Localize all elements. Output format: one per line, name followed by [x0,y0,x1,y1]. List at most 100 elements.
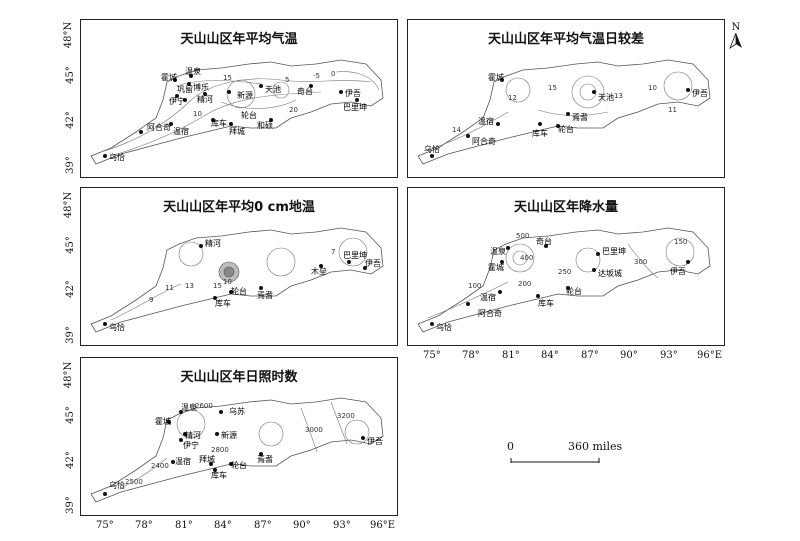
lon-label: 78° [462,350,480,361]
map-panel-mean-temperature: 天山山区年平均气温 霍城 温泉 博乐 伊宁 精河 新源 天池 伊吾 巴里坤 阿合 [80,19,398,178]
lat-label: 45° [64,66,76,84]
region-map: 温泉 霍城 奇台 巴里坤 达坂城 伊吾 轮台 温宿 库车 阿合奇 乌恰 100 … [417,227,711,333]
panel-title: 天山山区年平均气温日较差 [487,32,644,47]
contour-value: 11 [668,106,677,114]
station-label: 伊宁 [169,96,185,106]
station-label: 巴里坤 [343,102,367,112]
station-label: 伊吾 [692,88,708,98]
contour-value: 2400 [151,462,169,470]
station-label: 乌恰 [109,152,125,162]
station-label: 巴里坤 [602,246,626,256]
contour-value: 15 [213,282,222,290]
contour-value: 2600 [195,402,213,410]
panel-title: 天山山区年平均气温 [180,32,298,47]
station-label: 温宿 [175,456,191,466]
lon-axis: 75° 78° 81° 84° 87° 90° 93° 96°E [80,520,398,534]
station-label: 奇台 [536,236,552,246]
lon-label: 84° [541,350,559,361]
north-arrow: N [726,22,746,49]
station-label: 精河 [197,94,213,104]
contour-value: 12 [508,94,517,102]
station-label: 巴里坤 [343,250,367,260]
station-label: 乌恰 [109,322,125,332]
region-outline [90,227,384,333]
region-outline [90,397,384,503]
north-label: N [731,22,741,33]
map-panel-ground-temperature: 天山山区年平均0 cm地温 精河 巴里坤 伊吾 木垒 轮台 焉耆 库车 乌恰 9… [80,187,398,346]
contour-value: -5 [313,72,320,80]
contour-value: 3200 [337,412,355,420]
region-map: 霍城 温泉 博乐 伊宁 精河 新源 天池 伊吾 巴里坤 阿合奇 温宿 库车 拜城… [90,59,384,165]
scale-line [510,458,600,463]
lon-label: 90° [293,520,311,531]
contour-value: 3000 [305,426,323,434]
station-label: 温宿 [478,116,494,126]
station-label: 库车 [211,118,227,128]
contour-value: 15 [548,84,557,92]
contour-value: 9 [149,296,153,304]
panel-title: 天山山区年降水量 [513,200,618,215]
lon-label: 78° [135,520,153,531]
lon-label: 90° [620,350,638,361]
map-panel-diurnal-range: 天山山区年平均气温日较差 霍城 天池 伊吾 焉耆 温宿 阿合奇 库车 轮台 乌恰… [407,19,725,178]
region-outline [417,59,711,165]
station-label: 阿合奇 [472,136,496,146]
contour-value: 14 [452,126,461,134]
contour-value: 500 [516,232,529,240]
station-label: 轮台 [566,286,582,296]
station-label: 库车 [211,470,227,480]
lon-label: 81° [175,520,193,531]
station-label: 博乐 [193,82,209,92]
station-label: 新源 [237,90,253,100]
lat-label: 48°N [63,191,75,219]
lon-label: 81° [502,350,520,361]
lon-label: 96°E [370,520,396,531]
station-label: 达坂城 [598,268,622,278]
contour-value: 0 [331,70,335,78]
station-label: 温宿 [173,126,189,136]
map-panel-precipitation: 天山山区年降水量 温泉 霍城 奇台 巴里坤 达坂城 伊吾 轮台 温宿 库车 阿合… [407,187,725,346]
station-label: 焉耆 [572,112,588,122]
station-label: 轮台 [231,286,247,296]
contour-value: 2500 [125,478,143,486]
station-label: 拜城 [199,454,215,464]
lat-label: 42° [64,111,76,129]
station-label: 霍城 [488,263,504,272]
north-arrow-icon [729,33,742,49]
scale-zero: 0 [507,440,514,453]
contour-value: 150 [674,238,687,246]
station-label: 伊宁 [183,440,199,450]
station-label: 轮台 [558,124,574,134]
region-map: 精河 巴里坤 伊吾 木垒 轮台 焉耆 库车 乌恰 9 11 13 15 10 7 [90,227,384,333]
contour-value: 20 [289,106,298,114]
station-label: 温泉 [185,66,201,76]
contour-value: 10 [648,84,657,92]
station-label: 温泉 [490,246,506,256]
contour-value: 11 [165,284,174,292]
station-label: 霍城 [488,73,504,82]
contour-value: 2800 [211,446,229,454]
station-label: 焉耆 [257,290,273,300]
station-label: 精河 [205,238,221,248]
station-label: 伊吾 [367,436,383,446]
station-label: 伊吾 [670,266,686,276]
lon-label: 84° [214,520,232,531]
lon-label: 87° [581,350,599,361]
station-label: 巩留 [177,84,193,94]
lon-label: 93° [660,350,678,361]
panel-title: 天山山区年平均0 cm地温 [163,200,315,215]
scale-distance: 360 miles [568,440,623,453]
scale-bar: 0 360 miles [507,440,640,470]
lon-label: 87° [254,520,272,531]
station-label: 天池 [265,84,281,94]
station-label: 拜城 [229,126,245,136]
station-label: 和硕 [257,121,273,130]
contour-value: 15 [223,74,232,82]
panel-title: 天山山区年日照时数 [180,370,298,385]
contour-value: 100 [468,282,481,290]
station-label: 库车 [532,128,548,138]
station-label: 精河 [185,430,201,440]
map-panel-sunshine-hours: 天山山区年日照时数 温泉 霍城 乌苏 精河 新源 伊宁 温宿 拜城 轮台 库车 … [80,357,398,516]
lat-label: 45° [64,236,76,254]
station-label: 伊吾 [345,88,361,98]
